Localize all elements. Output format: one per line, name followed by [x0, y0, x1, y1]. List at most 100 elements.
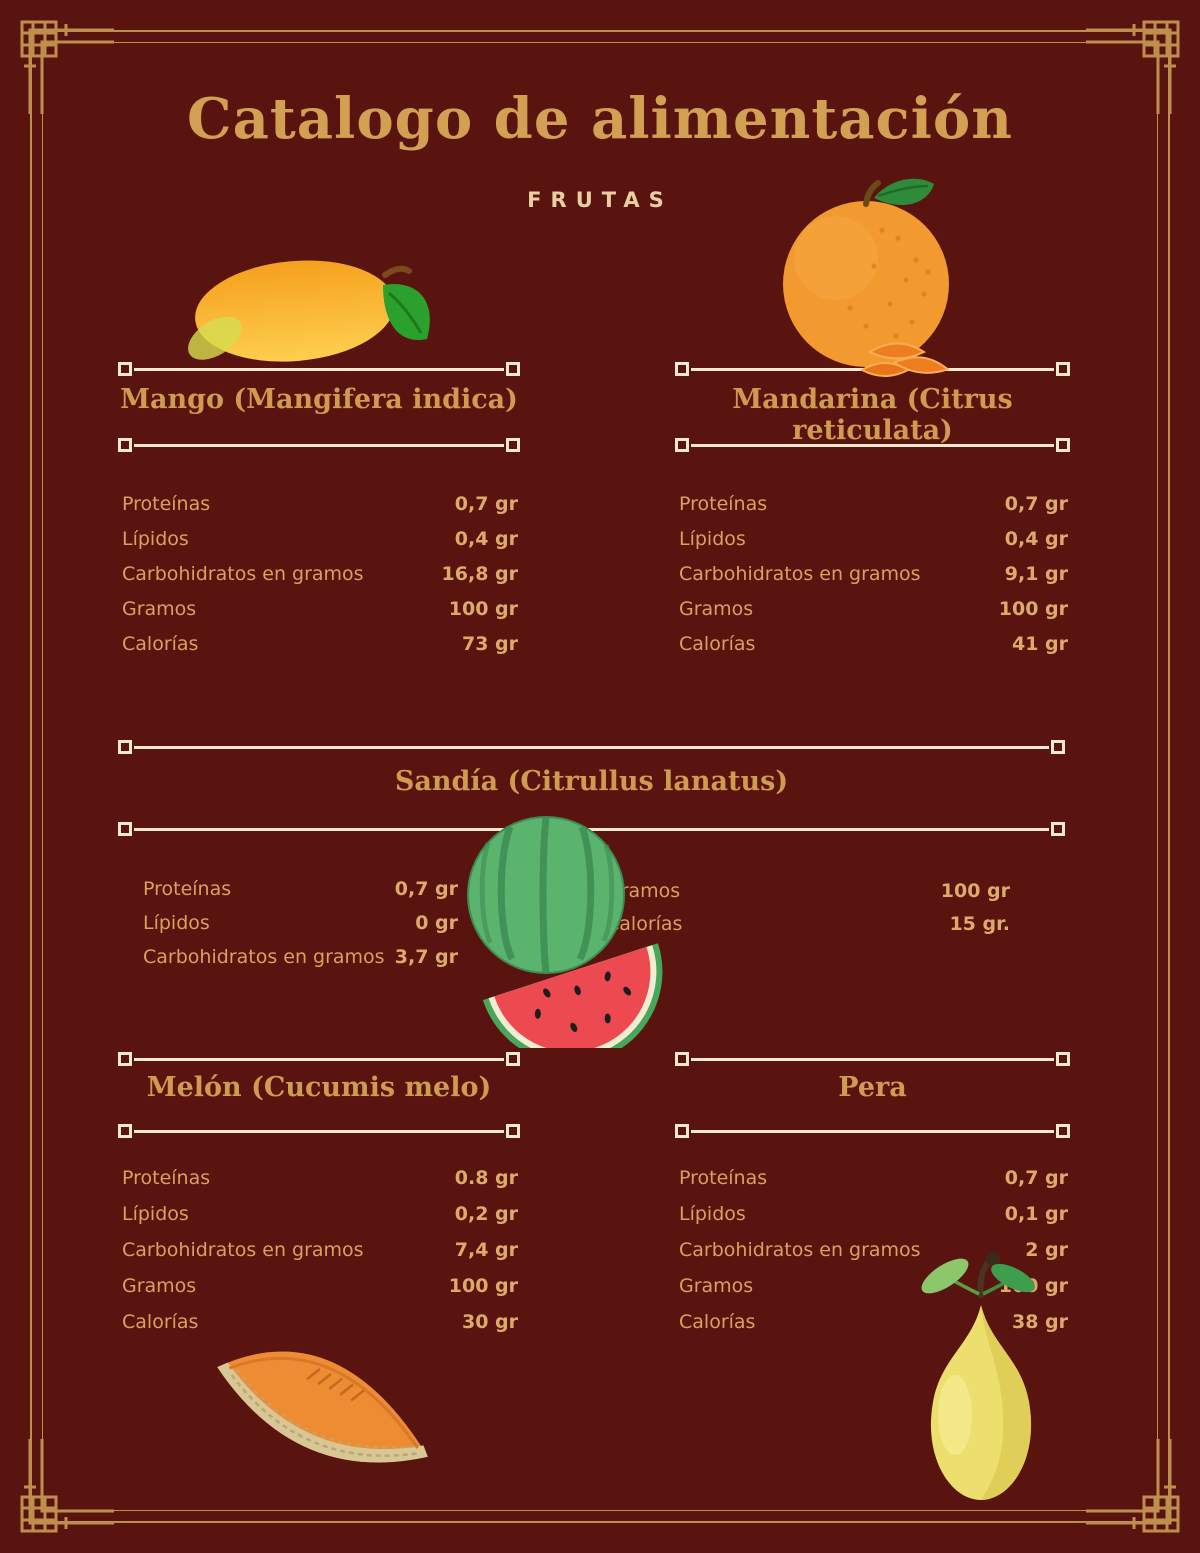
nutrient-value: 9,1 gr: [1004, 562, 1068, 585]
divider-line: [134, 367, 504, 371]
table-row: Calorías 41 gr: [679, 626, 1068, 661]
divider-end-square: [1056, 1124, 1070, 1138]
watermelon-illustration-icon: [467, 816, 663, 1048]
section-mango: Mango (Mangifera indica) Proteínas 0,7 gr…: [118, 362, 520, 672]
table-row: Carbohidratos en gramos 16,8 gr: [122, 556, 518, 591]
section-title-mandarina: Mandarina (Citrus reticulata): [732, 384, 1013, 446]
nutrient-value: 100 gr: [940, 879, 1010, 902]
nutrient-value: 0,7 gr: [1004, 1167, 1068, 1189]
table-row: Calorías 38 gr: [679, 1304, 1068, 1340]
page-subtitle: FRUTAS: [527, 188, 673, 212]
divider-line: [691, 1129, 1054, 1133]
nutrient-value: 41 gr: [1011, 632, 1068, 655]
nutrient-value: 0,7 gr: [1004, 492, 1068, 515]
nutrient-value: 100 gr: [448, 1275, 518, 1297]
nutrient-label: Calorías: [606, 912, 683, 935]
nutrient-value: 0.8 gr: [454, 1167, 518, 1189]
section-divider: [118, 438, 520, 452]
section-divider: [118, 1052, 520, 1066]
section-melon: Melón (Cucumis melo) Proteínas 0.8 gr Líp…: [118, 1052, 520, 1362]
nutrient-label: Calorías: [679, 632, 756, 655]
nutrient-value: 38 gr: [1011, 1311, 1068, 1333]
page-title: Catalogo de alimentación: [187, 86, 1013, 152]
nutrient-label: Carbohidratos en gramos: [122, 1239, 364, 1261]
section-divider: [675, 438, 1070, 452]
nutrient-label: Carbohidratos en gramos: [679, 1239, 921, 1261]
divider-end-square: [675, 1052, 689, 1066]
divider-end-square: [506, 1124, 520, 1138]
nutrition-table-sandia-right: Gramos 100 gr Calorías 15 gr.: [606, 874, 1010, 940]
divider-end-square: [1056, 1052, 1070, 1066]
divider-line: [691, 1057, 1054, 1061]
nutrient-value: 30 gr: [461, 1311, 518, 1333]
table-row: Gramos 100 gr: [122, 591, 518, 626]
nutrient-label: Carbohidratos en gramos: [143, 946, 385, 968]
nutrient-label: Calorías: [679, 1311, 756, 1333]
table-row: Lípidos 0,1 gr: [679, 1196, 1068, 1232]
divider-end-square: [118, 438, 132, 452]
nutrient-label: Gramos: [679, 1275, 754, 1297]
nutrient-label: Proteínas: [143, 878, 232, 900]
divider-line: [134, 1057, 504, 1061]
section-divider: [118, 740, 1065, 754]
table-row: Gramos 100 gr: [122, 1268, 518, 1304]
nutrient-label: Proteínas: [122, 492, 211, 515]
nutrient-label: Lípidos: [122, 527, 189, 550]
nutrition-table-mango: Proteínas 0,7 gr Lípidos 0,4 gr Carbohidra…: [122, 486, 518, 661]
nutrient-label: Calorías: [122, 1311, 199, 1333]
divider-end-square: [1051, 740, 1065, 754]
nutrient-label: Calorías: [122, 632, 199, 655]
nutrient-value: 0,4 gr: [454, 527, 518, 550]
melon-illustration-icon: [217, 1351, 428, 1463]
section-divider: [118, 1124, 520, 1138]
nutrient-value: 100 gr: [448, 597, 518, 620]
table-row: Gramos 100 gr: [679, 591, 1068, 626]
table-row: Lípidos 0,4 gr: [679, 521, 1068, 556]
corner-ornament-icon: [1086, 1439, 1186, 1539]
nutrient-value: 2 gr: [1025, 1239, 1068, 1261]
table-row: Carbohidratos en gramos 3,7 gr: [143, 940, 458, 974]
section-divider: [118, 822, 1065, 836]
section-divider: [118, 362, 520, 376]
nutrient-label: Lípidos: [679, 527, 746, 550]
nutrient-label: Carbohidratos en gramos: [679, 562, 921, 585]
divider-end-square: [675, 362, 689, 376]
section-title-mango: Mango (Mangifera indica): [120, 384, 518, 415]
table-row: Lípidos 0 gr: [143, 906, 458, 940]
nutrient-value: 0,7 gr: [454, 492, 518, 515]
nutrient-label: Gramos: [679, 597, 754, 620]
table-row: Calorías 73 gr: [122, 626, 518, 661]
corner-ornament-icon: [14, 1439, 114, 1539]
nutrient-value: 3,7 gr: [394, 946, 458, 968]
table-row: Proteínas 0.8 gr: [122, 1160, 518, 1196]
pear-illustration-icon: [921, 1252, 1035, 1500]
mango-illustration-icon: [188, 260, 430, 362]
table-row: Lípidos 0,2 gr: [122, 1196, 518, 1232]
divider-end-square: [118, 740, 132, 754]
mandarin-illustration-icon: [783, 178, 950, 377]
nutrient-label: Lípidos: [143, 912, 210, 934]
nutrition-table-sandia-left: Proteínas 0,7 gr Lípidos 0 gr Carbohidrato…: [143, 872, 458, 974]
divider-end-square: [506, 438, 520, 452]
divider-end-square: [1056, 362, 1070, 376]
table-row: Proteínas 0,7 gr: [679, 1160, 1068, 1196]
section-divider: [675, 1052, 1070, 1066]
divider-end-square: [506, 1052, 520, 1066]
section-mandarina: Mandarina (Citrus reticulata) Proteínas 0…: [675, 362, 1070, 672]
section-sandia: Sandía (Citrullus lanatus) Proteínas 0,7 …: [118, 740, 1065, 990]
nutrient-value: 0 gr: [415, 912, 458, 934]
nutrient-label: Gramos: [122, 597, 197, 620]
divider-end-square: [118, 822, 132, 836]
table-row: Proteínas 0,7 gr: [679, 486, 1068, 521]
table-row: Proteínas 0,7 gr: [122, 486, 518, 521]
nutrient-value: 0,2 gr: [454, 1203, 518, 1225]
table-row: Carbohidratos en gramos 9,1 gr: [679, 556, 1068, 591]
divider-end-square: [118, 1052, 132, 1066]
section-divider: [675, 1124, 1070, 1138]
section-title-pera: Pera: [838, 1072, 907, 1103]
table-row: Calorías 30 gr: [122, 1304, 518, 1340]
section-title-melon: Melón (Cucumis melo): [146, 1072, 492, 1103]
nutrient-value: 100 gr: [998, 597, 1068, 620]
divider-end-square: [1056, 438, 1070, 452]
